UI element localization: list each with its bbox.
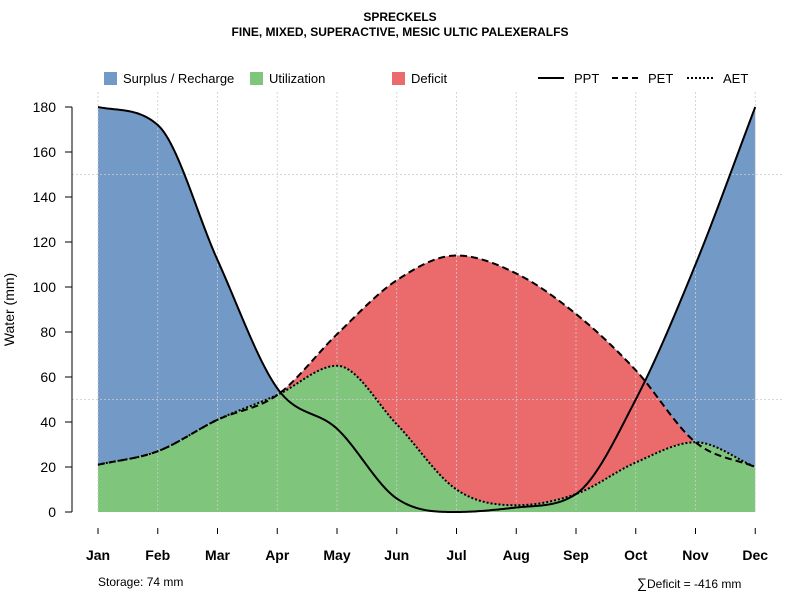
x-tick-label: Jul <box>446 547 466 563</box>
x-tick-label: May <box>323 547 350 563</box>
deficit-note-text: Deficit = -416 mm <box>646 577 742 591</box>
chart-title: SPRECKELS <box>363 10 437 24</box>
x-tick-label: Oct <box>624 547 648 563</box>
legend-pet: PET <box>612 71 673 87</box>
y-tick-label: 60 <box>40 369 56 385</box>
legend-utilization-swatch <box>250 72 263 85</box>
y-tick-label: 40 <box>40 414 56 430</box>
x-tick-label: Mar <box>205 547 230 563</box>
y-tick-label: 120 <box>33 234 57 250</box>
x-tick-label: Sep <box>563 547 589 563</box>
y-tick-label: 160 <box>33 144 57 160</box>
chart-subtitle: FINE, MIXED, SUPERACTIVE, MESIC ULTIC PA… <box>231 25 569 39</box>
legend-surplus: Surplus / Recharge <box>104 71 234 87</box>
y-tick-label: 180 <box>33 99 57 115</box>
deficit-note: ∑Deficit = -416 mm <box>637 575 741 591</box>
legend-deficit-swatch <box>392 72 405 85</box>
y-tick-label: 100 <box>33 279 57 295</box>
legend-aet-line <box>687 77 713 79</box>
legend-pet-label: PET <box>648 71 674 86</box>
y-axis-label: Water (mm) <box>1 273 17 346</box>
x-tick-label: Dec <box>742 547 768 563</box>
legend-ppt: PPT <box>538 71 599 87</box>
y-tick-label: 80 <box>40 324 56 340</box>
x-tick-label: Jan <box>86 547 110 563</box>
area-deficit <box>98 255 756 506</box>
legend-ppt-line <box>538 77 564 79</box>
y-tick-label: 20 <box>40 459 56 475</box>
x-tick-label: Aug <box>503 547 530 563</box>
legend-deficit: Deficit <box>392 71 447 87</box>
x-tick-label: Nov <box>682 547 709 563</box>
series-line-aet <box>97 364 756 507</box>
legend-pet-line <box>612 77 638 79</box>
sum-icon: ∑ <box>637 575 647 591</box>
y-tick-label: 140 <box>33 189 57 205</box>
legend-utilization-label: Utilization <box>269 71 326 86</box>
storage-note: Storage: 74 mm <box>98 575 184 589</box>
y-tick-label: 0 <box>48 504 56 520</box>
legend-ppt-label: PPT <box>574 71 600 86</box>
legend-aet: AET <box>687 71 748 87</box>
x-tick-label: Jun <box>384 547 409 563</box>
legend-aet-label: AET <box>723 71 749 86</box>
legend-surplus-swatch <box>104 72 117 85</box>
legend-surplus-label: Surplus / Recharge <box>123 71 235 86</box>
legend-deficit-label: Deficit <box>411 71 448 86</box>
x-tick-label: Apr <box>265 547 290 563</box>
series-line-ppt <box>97 106 757 513</box>
x-tick-label: Feb <box>145 547 170 563</box>
legend-utilization: Utilization <box>250 71 325 87</box>
